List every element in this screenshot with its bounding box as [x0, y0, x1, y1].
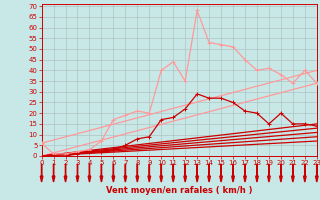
X-axis label: Vent moyen/en rafales ( km/h ): Vent moyen/en rafales ( km/h ) [106, 186, 252, 195]
